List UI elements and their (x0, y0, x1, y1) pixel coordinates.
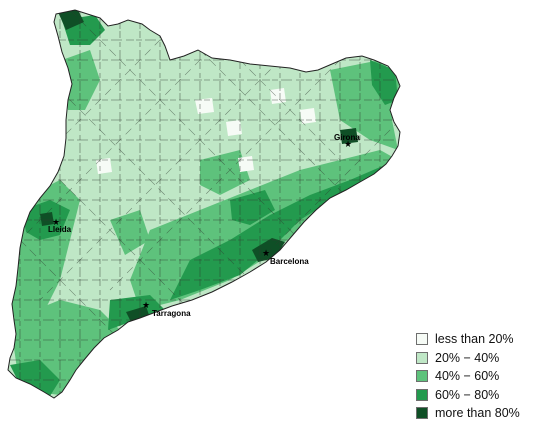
legend-item: 20% − 40% (416, 349, 550, 368)
region-low-3 (226, 120, 242, 136)
legend-label: 40% − 60% (435, 369, 500, 384)
city-lleida: ★ Lleida (48, 218, 72, 234)
legend-label: 20% − 40% (435, 350, 500, 365)
city-marker-icon: ★ (52, 218, 60, 228)
city-marker-icon: ★ (142, 301, 150, 311)
legend-item: more than 80% (416, 404, 550, 423)
region-barcelona-core (252, 238, 285, 262)
city-girona: ★ Girona (334, 133, 360, 150)
legend-swatch-less-than-20 (416, 333, 428, 346)
legend-swatch-20-40 (416, 351, 428, 364)
region-low-5 (300, 108, 316, 124)
region-low-4 (96, 158, 112, 174)
city-label-tarragona: Tarragona (152, 309, 191, 318)
region-low-1 (195, 98, 214, 114)
city-label-barcelona: Barcelona (270, 257, 309, 266)
region-vallès (230, 190, 275, 225)
legend-item: less than 20% (416, 330, 550, 349)
city-marker-icon: ★ (344, 140, 352, 150)
legend-item: 60% − 80% (416, 386, 550, 405)
city-label-girona: Girona (334, 133, 360, 142)
legend-label: more than 80% (435, 406, 520, 421)
region-ebre-delta (10, 360, 60, 396)
legend-swatch-40-60 (416, 370, 428, 383)
region-lleida-core (40, 212, 54, 226)
legend-swatch-more-than-80 (416, 407, 428, 420)
region-low-6 (270, 88, 286, 104)
legend-swatch-60-80 (416, 388, 428, 401)
region-costa-brava (370, 60, 398, 105)
legend-label: 60% − 80% (435, 387, 500, 402)
region-low-2 (238, 156, 254, 172)
legend-label: less than 20% (435, 332, 514, 347)
region-central-1 (200, 150, 250, 195)
city-tarragona: ★ Tarragona (142, 301, 191, 318)
region-aran-top (58, 10, 84, 30)
legend-item: 40% − 60% (416, 367, 550, 386)
legend: less than 20% 20% − 40% 40% − 60% 60% − … (416, 330, 550, 423)
city-marker-icon: ★ (262, 249, 270, 259)
city-label-lleida: Lleida (48, 225, 72, 234)
city-barcelona: ★ Barcelona (262, 249, 309, 266)
